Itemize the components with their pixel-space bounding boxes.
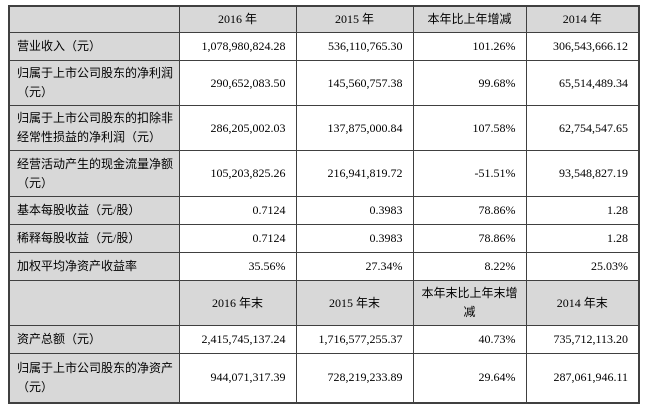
- column-header-2014-yearend: 2014 年末: [525, 280, 640, 326]
- row-label: 归属于上市公司股东的净资产（元）: [8, 353, 180, 403]
- column-header-2016: 2016 年: [178, 5, 297, 33]
- value-2016: 0.7124: [178, 196, 297, 225]
- value-2014: 93,548,827.19: [525, 150, 640, 197]
- value-2015: 728,219,233.89: [295, 353, 414, 403]
- corner-blank-cell: [8, 280, 180, 326]
- value-2015: 536,110,765.30: [295, 32, 414, 61]
- table-row-net-profit: 归属于上市公司股东的净利润（元） 290,652,083.50 145,560,…: [8, 60, 640, 106]
- table-row-weighted-avg-roe: 加权平均净资产收益率 35.56% 27.34% 8.22% 25.03%: [8, 252, 640, 281]
- value-2014: 735,712,113.20: [525, 325, 640, 354]
- value-change: -51.51%: [412, 150, 527, 197]
- row-label: 稀释每股收益（元/股）: [8, 224, 180, 253]
- column-header-yoy-change: 本年比上年增减: [412, 5, 527, 33]
- row-label: 资产总额（元）: [8, 325, 180, 354]
- value-change: 78.86%: [412, 224, 527, 253]
- value-2016: 105,203,825.26: [178, 150, 297, 197]
- value-2014: 306,543,666.12: [525, 32, 640, 61]
- table-row-basic-eps: 基本每股收益（元/股） 0.7124 0.3983 78.86% 1.28: [8, 196, 640, 225]
- value-2016: 0.7124: [178, 224, 297, 253]
- value-2014: 65,514,489.34: [525, 60, 640, 106]
- value-2016: 35.56%: [178, 252, 297, 281]
- value-change: 107.58%: [412, 105, 527, 151]
- column-header-yearend-change: 本年末比上年末增减: [412, 280, 527, 326]
- period-header-row: 2016 年 2015 年 本年比上年增减 2014 年: [8, 5, 640, 33]
- column-header-2015: 2015 年: [295, 5, 414, 33]
- value-2016: 286,205,002.03: [178, 105, 297, 151]
- value-change: 8.22%: [412, 252, 527, 281]
- table-row-operating-cash-flow: 经营活动产生的现金流量净额（元） 105,203,825.26 216,941,…: [8, 150, 640, 197]
- value-change: 78.86%: [412, 196, 527, 225]
- table-row-net-profit-excl-nonrecurring: 归属于上市公司股东的扣除非经常性损益的净利润（元） 286,205,002.03…: [8, 105, 640, 151]
- value-2016: 2,415,745,137.24: [178, 325, 297, 354]
- value-2015: 0.3983: [295, 224, 414, 253]
- table-row-total-assets: 资产总额（元） 2,415,745,137.24 1,716,577,255.3…: [8, 325, 640, 354]
- row-label: 基本每股收益（元/股）: [8, 196, 180, 225]
- row-label: 营业收入（元）: [8, 32, 180, 61]
- value-change: 99.68%: [412, 60, 527, 106]
- table-row-net-assets: 归属于上市公司股东的净资产（元） 944,071,317.39 728,219,…: [8, 353, 640, 403]
- value-2014: 62,754,547.65: [525, 105, 640, 151]
- value-change: 29.64%: [412, 353, 527, 403]
- table-row-diluted-eps: 稀释每股收益（元/股） 0.7124 0.3983 78.86% 1.28: [8, 224, 640, 253]
- value-change: 40.73%: [412, 325, 527, 354]
- value-2015: 145,560,757.38: [295, 60, 414, 106]
- value-2015: 27.34%: [295, 252, 414, 281]
- column-header-2015-yearend: 2015 年末: [295, 280, 414, 326]
- value-2014: 1.28: [525, 224, 640, 253]
- value-2016: 1,078,980,824.28: [178, 32, 297, 61]
- value-change: 101.26%: [412, 32, 527, 61]
- financial-summary-table: 2016 年 2015 年 本年比上年增减 2014 年 营业收入（元） 1,0…: [8, 5, 640, 404]
- yearend-header-row: 2016 年末 2015 年末 本年末比上年末增减 2014 年末: [8, 280, 640, 326]
- corner-blank-cell: [8, 5, 180, 33]
- value-2014: 287,061,946.11: [525, 353, 640, 403]
- row-label: 经营活动产生的现金流量净额（元）: [8, 150, 180, 197]
- value-2015: 216,941,819.72: [295, 150, 414, 197]
- value-2014: 25.03%: [525, 252, 640, 281]
- row-label: 加权平均净资产收益率: [8, 252, 180, 281]
- value-2015: 137,875,000.84: [295, 105, 414, 151]
- value-2015: 1,716,577,255.37: [295, 325, 414, 354]
- value-2016: 290,652,083.50: [178, 60, 297, 106]
- value-2014: 1.28: [525, 196, 640, 225]
- column-header-2014: 2014 年: [525, 5, 640, 33]
- value-2015: 0.3983: [295, 196, 414, 225]
- value-2016: 944,071,317.39: [178, 353, 297, 403]
- table-row-revenue: 营业收入（元） 1,078,980,824.28 536,110,765.30 …: [8, 32, 640, 61]
- row-label: 归属于上市公司股东的净利润（元）: [8, 60, 180, 106]
- row-label: 归属于上市公司股东的扣除非经常性损益的净利润（元）: [8, 105, 180, 151]
- column-header-2016-yearend: 2016 年末: [178, 280, 297, 326]
